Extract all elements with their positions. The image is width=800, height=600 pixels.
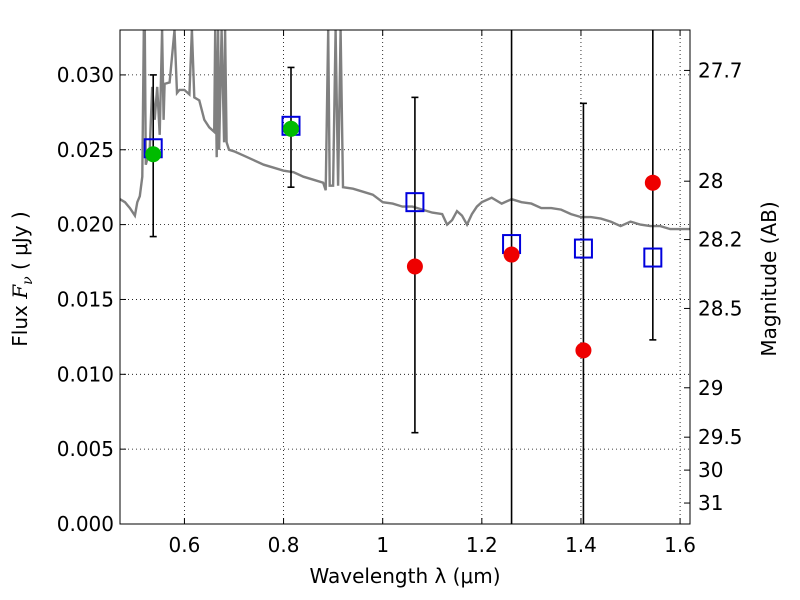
y-axis-label: Flux Fν ( μJy )	[8, 211, 36, 346]
y2-tick-label: 27.7	[698, 58, 743, 82]
y-tick-label: 0.000	[57, 512, 114, 536]
tick-marks	[120, 30, 690, 525]
x-tick-label: 0.8	[268, 533, 300, 557]
observed-point-red	[406, 258, 423, 275]
y2-tick-label: 29	[698, 376, 723, 400]
grid-lines	[120, 30, 690, 525]
model-band-square	[573, 238, 593, 259]
y2-tick-labels: 27.7 28 28.2 28.5 29 29.5 30 31	[698, 58, 743, 515]
model-band-square	[405, 192, 425, 213]
y-tick-label: 0.005	[57, 437, 114, 461]
y-tick-labels: 0.000 0.005 0.010 0.015 0.020 0.025 0.030	[57, 63, 114, 536]
x-tick-label: 1.2	[466, 533, 498, 557]
x-tick-label: 0.6	[169, 533, 201, 557]
observed-point-green	[283, 120, 299, 137]
plot-frame	[119, 29, 691, 525]
x-tick-label: 1	[376, 533, 389, 557]
y-tick-label: 0.025	[57, 138, 114, 162]
observed-point-red	[503, 246, 520, 263]
observed-point-red	[644, 174, 661, 191]
y2-tick-label: 28.2	[698, 228, 743, 252]
observed-point-red	[575, 342, 592, 359]
observed-point-green	[145, 146, 162, 163]
x-tick-label: 1.4	[565, 533, 597, 557]
y-tick-label: 0.015	[57, 287, 114, 311]
observed-point-layer	[145, 120, 661, 359]
sed-model-line	[120, 30, 690, 231]
y-tick-label: 0.010	[57, 362, 114, 386]
y2-axis-label: Magnitude (AB)	[757, 201, 781, 356]
y2-tick-label: 30	[698, 458, 723, 482]
y-tick-label: 0.030	[57, 63, 114, 87]
x-tick-labels: 0.6 0.8 1 1.2 1.4 1.6	[169, 533, 696, 557]
y2-tick-label: 31	[698, 491, 723, 515]
y2-tick-label: 28	[698, 169, 723, 193]
y2-tick-label: 28.5	[698, 296, 743, 320]
x-axis-label: Wavelength λ (μm)	[309, 564, 500, 588]
y-tick-label: 0.020	[57, 213, 114, 237]
model-band-square	[643, 247, 663, 268]
sed-line-layer	[120, 30, 690, 231]
y2-tick-label: 29.5	[698, 425, 743, 449]
x-tick-label: 1.6	[664, 533, 696, 557]
